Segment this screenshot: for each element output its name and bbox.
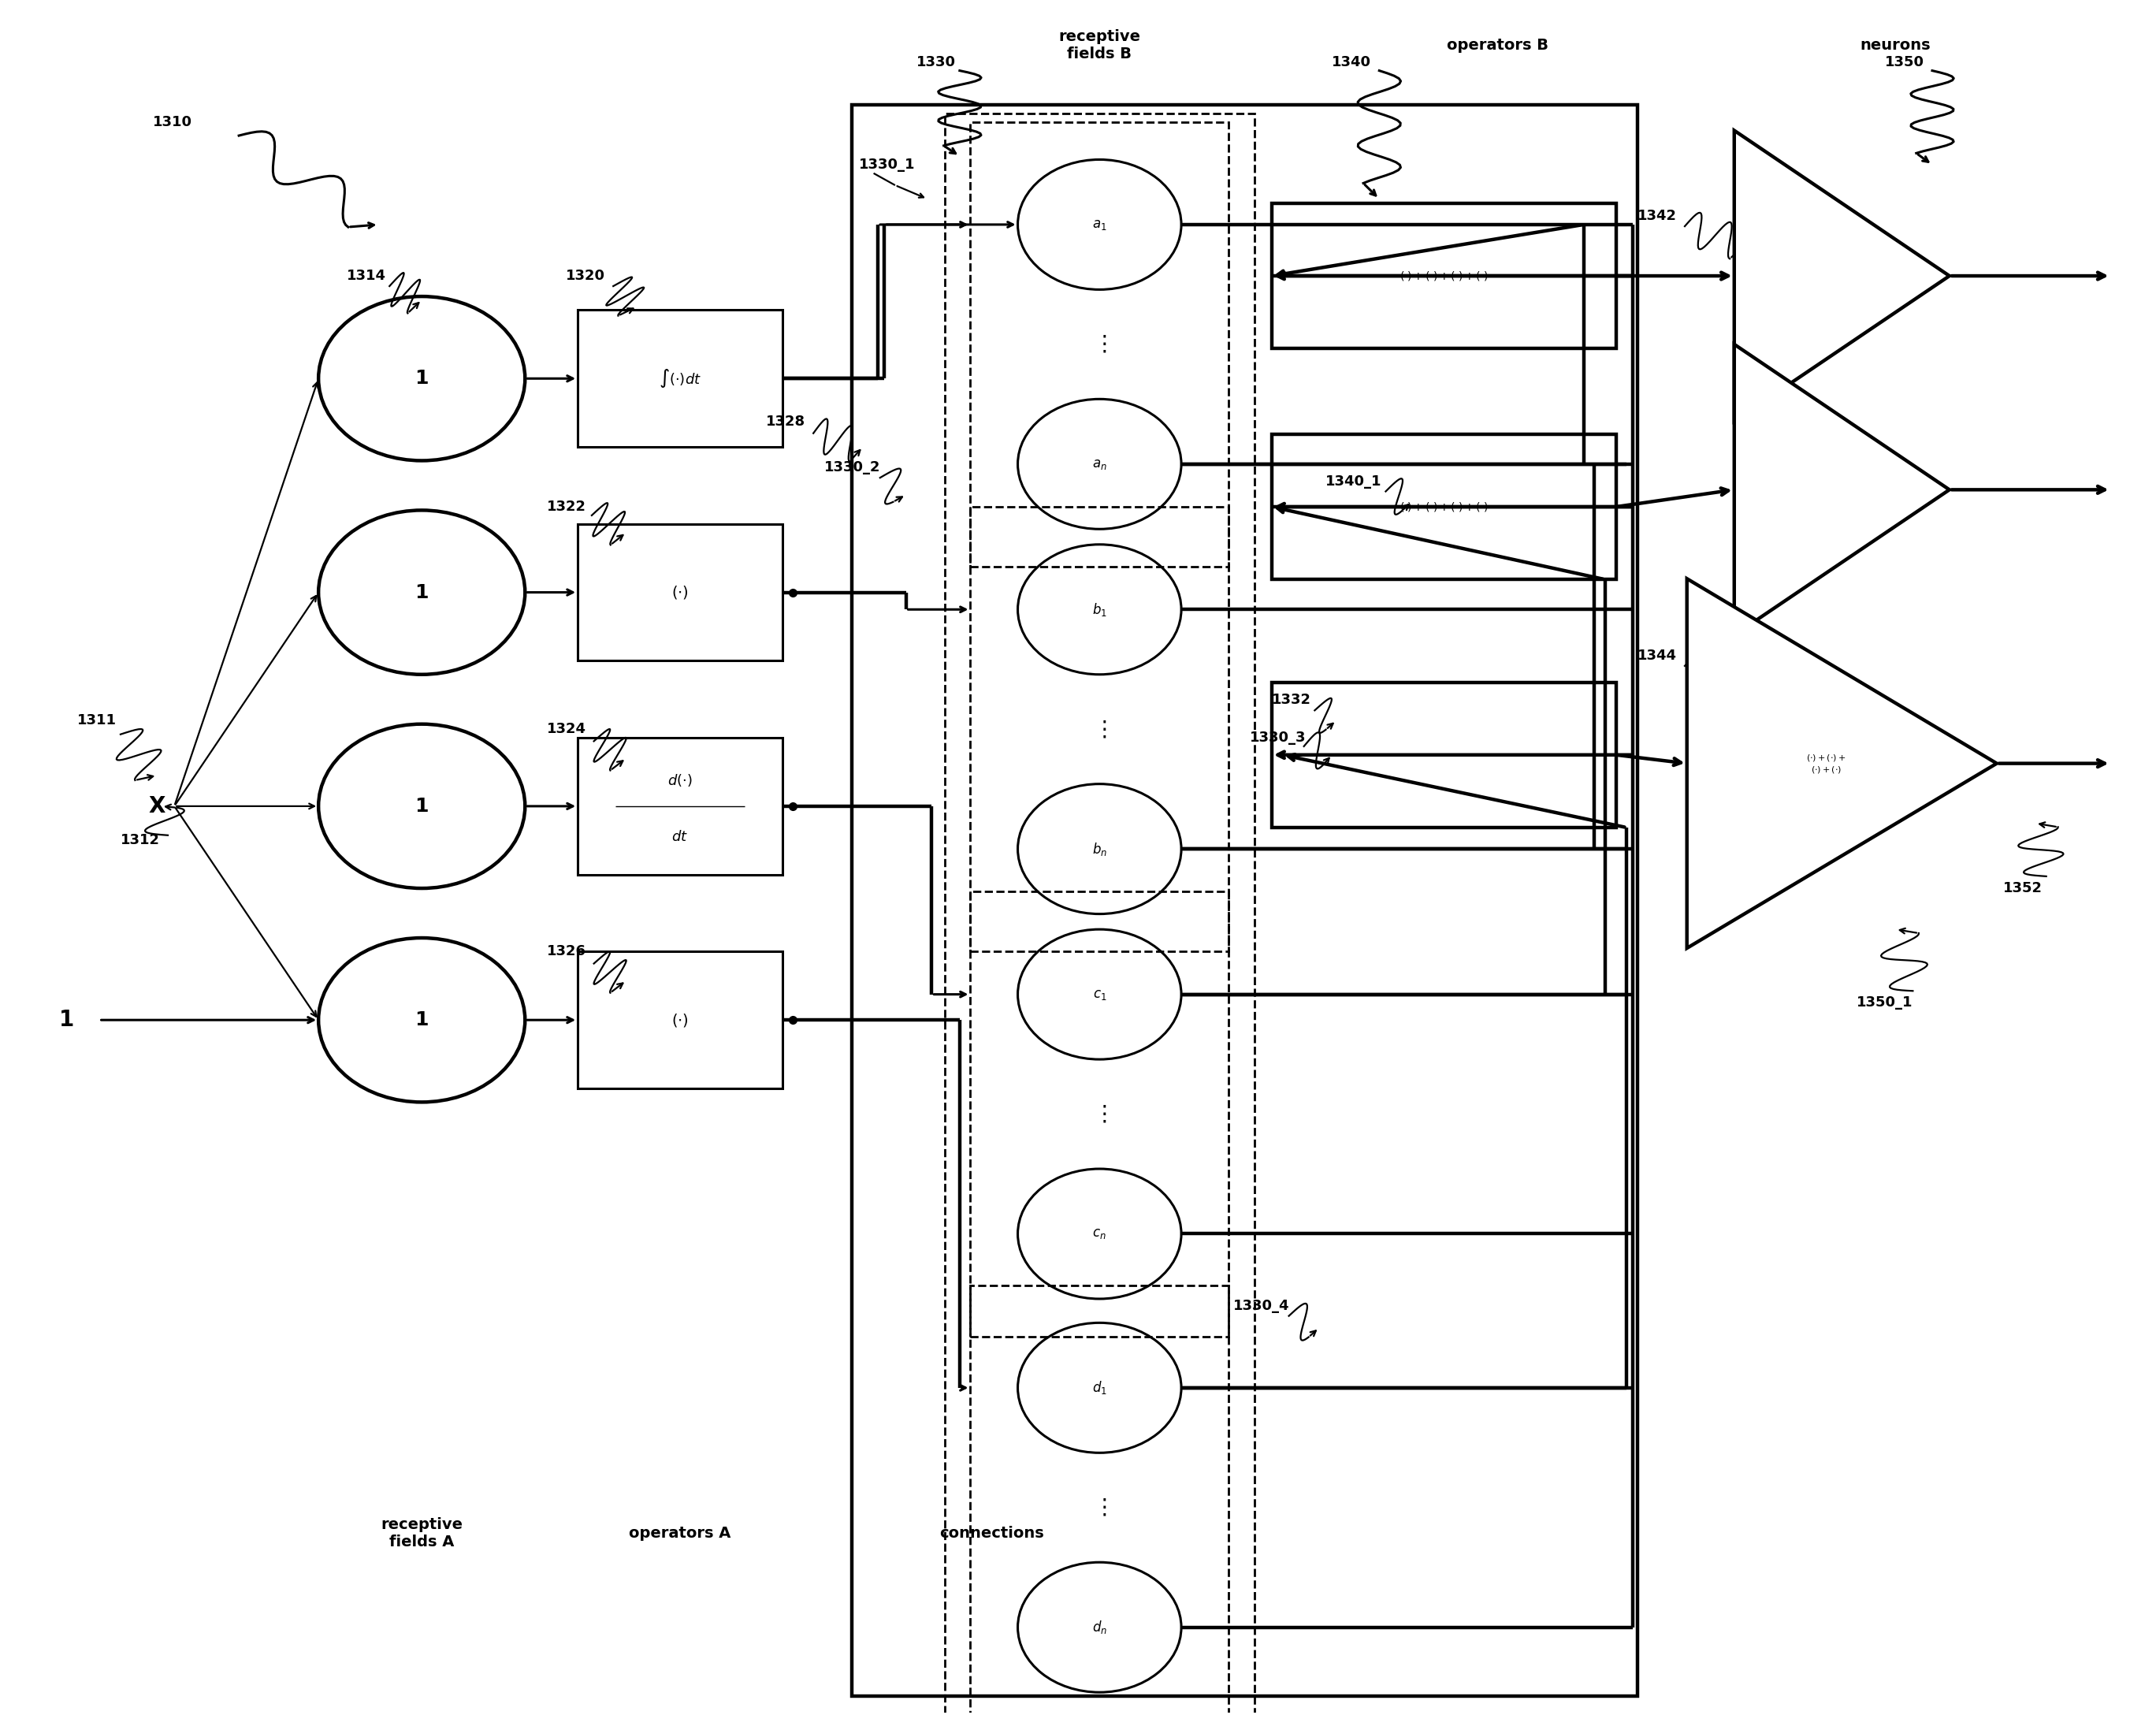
- Text: 1342: 1342: [1636, 209, 1677, 223]
- Text: $\vdots$: $\vdots$: [1093, 719, 1106, 741]
- Bar: [578, 952, 783, 1089]
- Text: operators A: operators A: [630, 1526, 731, 1540]
- Bar: [1272, 202, 1615, 348]
- Text: 1312: 1312: [121, 833, 160, 847]
- Text: $b_n$: $b_n$: [1091, 840, 1106, 858]
- Text: 1326: 1326: [548, 945, 586, 959]
- Bar: [578, 523, 783, 660]
- Text: $\int(\cdot)dt$: $\int(\cdot)dt$: [658, 367, 701, 389]
- Text: 1330_3: 1330_3: [1250, 731, 1307, 744]
- Text: 1311: 1311: [78, 713, 116, 727]
- Text: $d_n$: $d_n$: [1091, 1619, 1106, 1636]
- Text: 1344: 1344: [1636, 648, 1677, 662]
- Text: 1322: 1322: [548, 499, 586, 514]
- Bar: [944, 113, 1255, 1715]
- Text: 1340: 1340: [1332, 55, 1371, 69]
- Text: $a_n$: $a_n$: [1093, 456, 1106, 472]
- Text: 1328: 1328: [765, 415, 806, 429]
- Text: $\vdots$: $\vdots$: [1093, 1497, 1106, 1518]
- Bar: [970, 508, 1229, 952]
- Text: connections: connections: [940, 1526, 1044, 1540]
- Text: $(\cdot)$: $(\cdot)$: [671, 585, 688, 600]
- Text: receptive
fields B: receptive fields B: [1059, 29, 1141, 62]
- Bar: [578, 737, 783, 875]
- Bar: [970, 892, 1229, 1336]
- Text: 1310: 1310: [153, 115, 192, 129]
- Bar: [970, 122, 1229, 566]
- Bar: [1272, 434, 1615, 580]
- Text: $(\cdot)+(\cdot)+$
$(\cdot)+(\cdot)$: $(\cdot)+(\cdot)+$ $(\cdot)+(\cdot)$: [1807, 753, 1846, 775]
- Text: 1332: 1332: [1272, 693, 1311, 707]
- Bar: [578, 310, 783, 448]
- Text: 1324: 1324: [548, 722, 586, 736]
- Polygon shape: [1733, 345, 1949, 635]
- Text: 1: 1: [414, 583, 429, 602]
- Text: 1330_4: 1330_4: [1233, 1298, 1289, 1312]
- Text: $b_1$: $b_1$: [1093, 602, 1106, 617]
- Text: $\vdots$: $\vdots$: [1093, 333, 1106, 355]
- Text: $(\cdot)$: $(\cdot)$: [671, 1012, 688, 1029]
- Bar: [852, 105, 1636, 1696]
- Polygon shape: [1686, 578, 1996, 948]
- Text: $d_1$: $d_1$: [1093, 1379, 1106, 1396]
- Text: $d(\cdot)$: $d(\cdot)$: [668, 773, 692, 789]
- Bar: [970, 1285, 1229, 1715]
- Bar: [1272, 683, 1615, 828]
- Text: operators B: operators B: [1447, 38, 1548, 53]
- Text: $(\cdot)+(\cdot)+(\cdot)+(\cdot)$: $(\cdot)+(\cdot)+(\cdot)+(\cdot)$: [1399, 501, 1488, 513]
- Text: 1330: 1330: [916, 55, 955, 69]
- Text: neurons: neurons: [1861, 38, 1932, 53]
- Text: 1: 1: [414, 369, 429, 388]
- Text: 1320: 1320: [565, 269, 606, 283]
- Text: $c_1$: $c_1$: [1093, 988, 1106, 1002]
- Polygon shape: [1733, 130, 1949, 422]
- Text: 1352: 1352: [2003, 882, 2042, 895]
- Text: 1330_2: 1330_2: [824, 460, 880, 475]
- Text: $dt$: $dt$: [673, 830, 688, 844]
- Text: X: X: [149, 796, 166, 818]
- Text: 1314: 1314: [347, 269, 386, 283]
- Text: 1: 1: [414, 1010, 429, 1029]
- Text: $\vdots$: $\vdots$: [1093, 1103, 1106, 1125]
- Text: $(\cdot)+(\cdot)+(\cdot)+(\cdot)$: $(\cdot)+(\cdot)+(\cdot)+(\cdot)$: [1399, 269, 1488, 283]
- Text: $c_n$: $c_n$: [1093, 1226, 1106, 1242]
- Text: 1: 1: [58, 1008, 73, 1031]
- Text: 1: 1: [414, 797, 429, 816]
- Text: 1350: 1350: [1884, 55, 1925, 69]
- Text: receptive
fields A: receptive fields A: [382, 1518, 464, 1549]
- Text: $a_1$: $a_1$: [1093, 218, 1106, 232]
- Text: 1340_1: 1340_1: [1326, 473, 1382, 489]
- Text: 1350_1: 1350_1: [1856, 996, 1912, 1010]
- Text: 1330_1: 1330_1: [858, 158, 914, 172]
